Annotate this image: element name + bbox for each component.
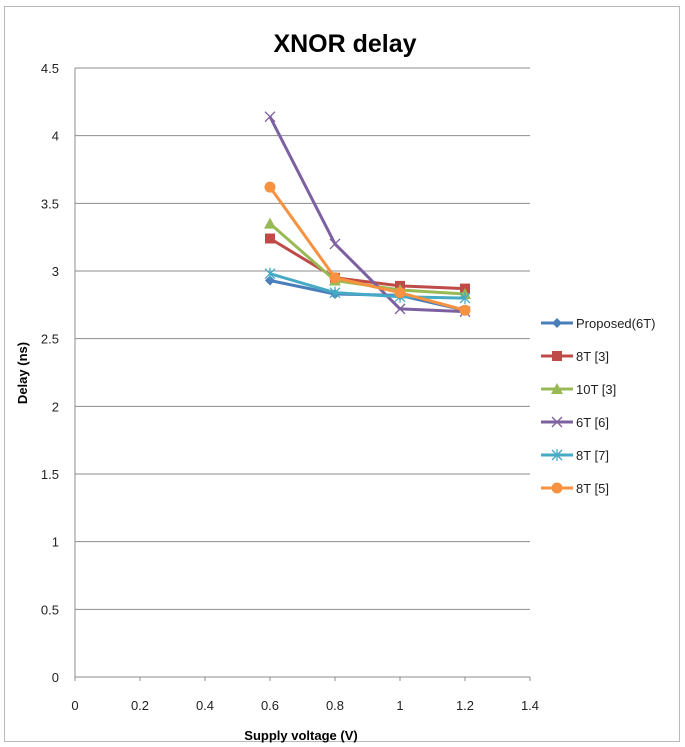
y-tick-label: 2 xyxy=(52,399,59,414)
data-point xyxy=(265,275,275,286)
x-tick-label: 0.2 xyxy=(131,698,149,713)
y-tick-label: 0.5 xyxy=(41,602,59,617)
legend-item: 6T [6] xyxy=(541,415,609,430)
series-line xyxy=(268,186,466,312)
series-lines xyxy=(264,111,471,318)
legend-label: Proposed(6T) xyxy=(576,316,655,331)
legend-item: 8T [3] xyxy=(541,349,609,364)
data-point xyxy=(459,304,471,316)
y-tick-label: 3 xyxy=(52,264,59,279)
y-tick-label: 1 xyxy=(52,535,59,550)
x-tick-label: 1.4 xyxy=(521,698,539,713)
legend-item: 8T [5] xyxy=(541,481,609,496)
data-point xyxy=(264,181,276,193)
x-tick-label: 0.6 xyxy=(261,698,279,713)
legend-marker xyxy=(551,449,563,461)
legend-item: 8T [7] xyxy=(541,448,609,463)
legend-label: 8T [3] xyxy=(576,349,609,364)
x-tick-labels: 0 0.2 0.4 0.6 0.8 1 1.2 1.4 xyxy=(71,698,539,713)
gridlines xyxy=(75,67,530,610)
legend-marker xyxy=(551,482,563,494)
y-tick-label: 0 xyxy=(52,670,59,685)
x-tick-label: 0.4 xyxy=(196,698,214,713)
x-tick-label: 1 xyxy=(396,698,403,713)
chart-title: XNOR delay xyxy=(273,30,416,58)
legend: Proposed(6T) 8T [3] 10T [3] 6T [6] 8T [7] 8T … xyxy=(541,316,655,496)
y-axis-label: Delay (ns) xyxy=(15,342,30,404)
series-line xyxy=(268,116,466,314)
data-point xyxy=(265,233,275,244)
data-point xyxy=(329,272,341,284)
data-point xyxy=(264,217,276,229)
data-point xyxy=(459,292,471,305)
legend-marker xyxy=(551,383,563,394)
series-5 xyxy=(264,181,471,316)
y-tick-label: 4.5 xyxy=(41,61,59,76)
x-tick-label: 0.8 xyxy=(326,698,344,713)
legend-item: 10T [3] xyxy=(541,382,616,397)
series-line xyxy=(269,272,466,300)
y-tick-label: 3.5 xyxy=(41,196,59,211)
x-tick-label: 0 xyxy=(71,698,78,713)
axes xyxy=(74,68,531,681)
data-point xyxy=(329,286,341,299)
legend-marker xyxy=(552,318,562,328)
y-tick-labels: 0 0.5 1 1.5 2 2.5 3 3.5 4 4.5 xyxy=(41,61,59,685)
data-point xyxy=(394,303,406,315)
legend-label: 10T [3] xyxy=(576,382,616,397)
data-point xyxy=(264,267,276,280)
legend-label: 8T [5] xyxy=(576,481,609,496)
legend-label: 8T [7] xyxy=(576,448,609,463)
legend-marker xyxy=(551,416,563,428)
y-tick-label: 1.5 xyxy=(41,467,59,482)
series-line xyxy=(269,237,466,291)
y-tick-label: 2.5 xyxy=(41,332,59,347)
data-point xyxy=(394,287,406,299)
legend-marker xyxy=(552,351,562,361)
legend-label: 6T [6] xyxy=(576,415,609,430)
legend-item: Proposed(6T) xyxy=(541,316,655,331)
data-point xyxy=(329,238,341,250)
data-point xyxy=(264,111,276,123)
chart-frame xyxy=(4,6,680,742)
x-axis-label: Supply voltage (V) xyxy=(244,728,357,743)
x-tick-label: 1.2 xyxy=(456,698,474,713)
y-tick-label: 4 xyxy=(52,129,59,144)
